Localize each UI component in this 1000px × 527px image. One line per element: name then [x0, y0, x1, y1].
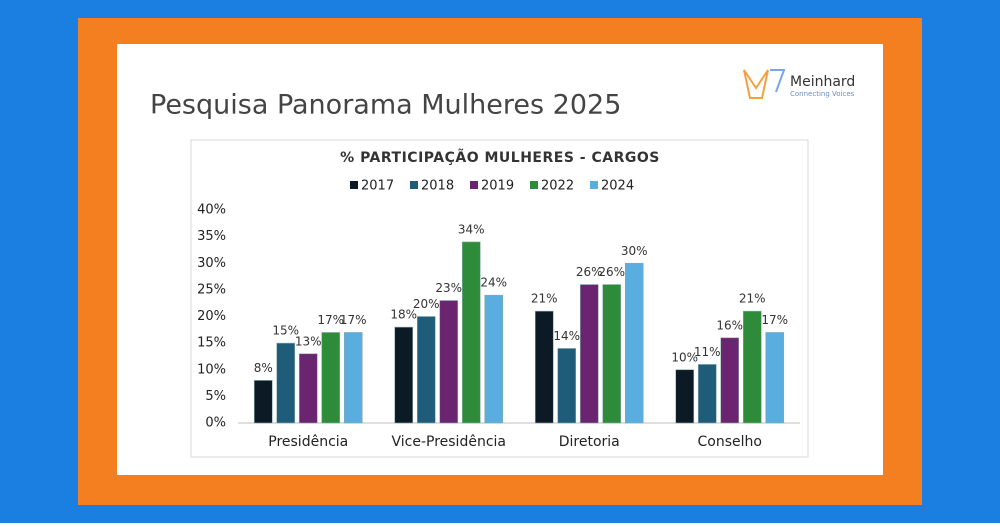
value-label: 14%: [553, 329, 580, 343]
slide-title: Pesquisa Panorama Mulheres 2025: [150, 90, 621, 121]
y-tick-label: 0%: [205, 416, 226, 431]
x-tick-label: Presidência: [268, 434, 348, 450]
value-label: 21%: [531, 292, 558, 306]
bar: [624, 262, 644, 424]
value-label: 24%: [480, 276, 507, 290]
value-label: 10%: [671, 350, 698, 364]
bar: [579, 284, 599, 424]
bar: [461, 241, 481, 424]
y-tick-label: 10%: [197, 362, 226, 377]
value-label: 15%: [272, 324, 299, 338]
value-label: 11%: [694, 345, 721, 359]
chart: 0% 5% 10% 15% 20% 25% 30% 35% 40% 2017 2018 2019 202…: [197, 179, 800, 450]
bar: [765, 332, 785, 424]
legend-label: 2022: [541, 179, 574, 194]
logo-name: Meinhard: [790, 74, 855, 90]
value-label: 34%: [458, 222, 485, 236]
chart-title: % PARTICIPAÇÃO MULHERES - CARGOS: [340, 149, 660, 166]
y-tick-label: 30%: [197, 256, 226, 271]
y-tick-label: 15%: [197, 336, 226, 351]
logo-tagline: Connecting Voices: [790, 90, 855, 98]
legend-swatch: [530, 181, 538, 189]
bar: [742, 310, 762, 424]
bar: [416, 316, 436, 424]
bar: [557, 348, 577, 424]
legend-swatch: [350, 181, 358, 189]
y-tick-label: 25%: [197, 282, 226, 297]
x-tick-label: Conselho: [698, 434, 762, 450]
bar: [343, 332, 363, 424]
legend-label: 2024: [601, 179, 634, 194]
value-label: 20%: [413, 297, 440, 311]
bar: [394, 326, 414, 424]
bar: [534, 310, 554, 424]
bar: [439, 300, 459, 424]
value-label: 18%: [390, 308, 417, 322]
value-label: 21%: [739, 292, 766, 306]
logo-icon: [743, 69, 786, 99]
bar: [298, 353, 318, 424]
bar: [602, 284, 622, 424]
value-label: 8%: [254, 361, 273, 375]
legend-swatch: [590, 181, 598, 189]
bar: [321, 332, 341, 424]
bar: [276, 342, 296, 424]
value-label: 26%: [576, 265, 603, 279]
y-tick-label: 5%: [205, 389, 226, 404]
legend-label: 2018: [421, 179, 454, 194]
value-label: 23%: [435, 281, 462, 295]
bar: [484, 294, 504, 424]
y-tick-label: 40%: [197, 203, 226, 218]
bar: [697, 364, 717, 424]
value-label: 30%: [621, 244, 648, 258]
bar: [675, 369, 695, 424]
value-label: 17%: [317, 313, 344, 327]
value-label: 13%: [295, 334, 322, 348]
legend-swatch: [410, 181, 418, 189]
legend-swatch: [470, 181, 478, 189]
bar: [253, 380, 273, 424]
value-label: 17%: [761, 313, 788, 327]
value-label: 16%: [716, 318, 743, 332]
x-tick-label: Diretoria: [559, 434, 620, 450]
y-tick-label: 20%: [197, 309, 226, 324]
value-label: 17%: [340, 313, 367, 327]
legend-label: 2017: [361, 179, 394, 194]
y-tick-label: 35%: [197, 229, 226, 244]
bar: [720, 337, 740, 424]
value-label: 26%: [598, 265, 625, 279]
legend-label: 2019: [481, 179, 514, 194]
x-tick-label: Vice-Presidência: [391, 434, 506, 450]
